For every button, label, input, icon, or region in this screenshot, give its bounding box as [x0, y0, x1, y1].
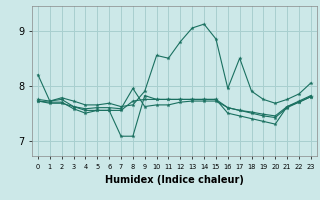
X-axis label: Humidex (Indice chaleur): Humidex (Indice chaleur) [105, 175, 244, 185]
